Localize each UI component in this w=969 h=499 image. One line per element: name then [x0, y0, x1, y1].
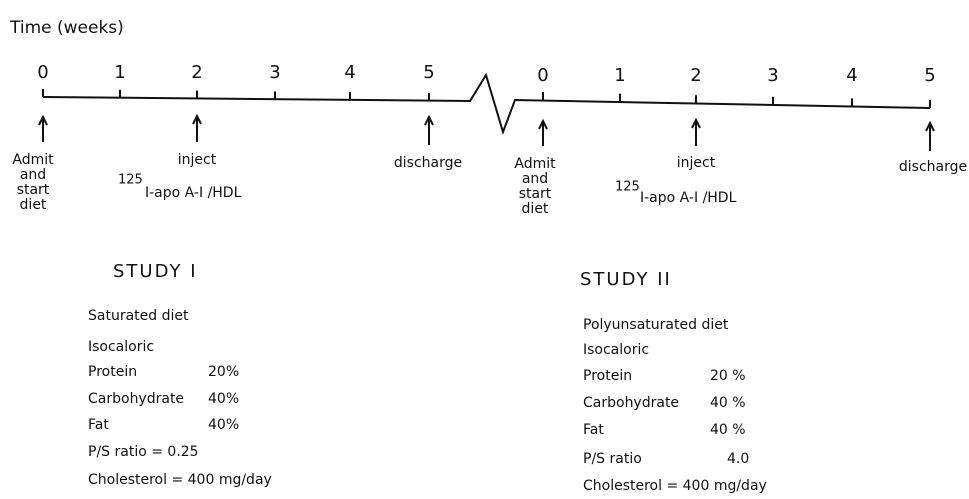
arrow-head — [424, 114, 434, 126]
tick-label: 5 — [423, 62, 434, 83]
diet-kind: Isocaloric — [583, 342, 649, 358]
admit-label: and — [20, 167, 46, 183]
admit-label: Admit — [12, 152, 54, 168]
cholesterol: Cholesterol = 400 mg/day — [88, 472, 272, 488]
tick-label: 1 — [114, 62, 125, 83]
nutrient: Fat — [583, 422, 604, 438]
diet: Saturated diet — [88, 308, 189, 324]
ps-ratio: 4.0 — [727, 451, 749, 467]
tick-label: 5 — [924, 65, 935, 86]
discharge-label: discharge — [899, 159, 967, 175]
discharge-label: discharge — [394, 155, 462, 171]
axis-label: Time (weeks) — [9, 18, 124, 38]
nutrient-share: 40% — [208, 391, 239, 407]
arrow-head — [925, 120, 935, 132]
nutrient: Carbohydrate — [88, 391, 184, 407]
tick-label: 3 — [269, 62, 280, 83]
diet: Polyunsaturated diet — [583, 317, 729, 333]
nutrient: Carbohydrate — [583, 395, 679, 411]
nutrient-share: 40% — [208, 417, 239, 433]
nutrient: Fat — [88, 417, 109, 433]
arrow-head — [192, 113, 202, 125]
arrow-head — [538, 118, 548, 130]
tick-label: 0 — [537, 65, 548, 86]
tick-label: 0 — [37, 62, 48, 83]
admit-label: diet — [522, 201, 549, 217]
admit-label: diet — [20, 197, 47, 213]
nutrient-share: 20 % — [710, 368, 746, 384]
nutrient-share: 20% — [208, 364, 239, 380]
nutrient-share: 40 % — [710, 422, 746, 438]
tick-label: 1 — [614, 65, 625, 86]
tracer: I-apo A-I /HDL — [640, 190, 737, 206]
ps-ratio: P/S ratio = 0.25 — [88, 444, 199, 460]
isotope: 125 — [118, 173, 143, 188]
admit-label: start — [17, 182, 50, 198]
study-title: STUDY II — [580, 269, 672, 290]
study-title: STUDY I — [113, 261, 198, 282]
tick-label: 4 — [846, 65, 857, 86]
tick-label: 3 — [767, 65, 778, 86]
tick-label: 2 — [690, 65, 701, 86]
arrow-head — [38, 114, 48, 126]
nutrient-share: 40 % — [710, 395, 746, 411]
nutrient: Protein — [583, 368, 632, 384]
inject-label: inject — [677, 155, 716, 171]
tick-label: 2 — [191, 62, 202, 83]
inject-label: inject — [178, 152, 217, 168]
isotope: 125 — [615, 180, 640, 195]
tracer: I-apo A-I /HDL — [145, 185, 242, 201]
timeline — [42, 72, 931, 136]
admit-label: and — [522, 171, 548, 187]
diet-kind: Isocaloric — [88, 339, 154, 355]
admit-label: start — [519, 186, 552, 202]
admit-label: Admit — [514, 156, 556, 172]
ps-ratio: P/S ratio — [583, 451, 642, 467]
arrow-head — [691, 117, 701, 129]
tick-label: 4 — [344, 62, 355, 83]
cholesterol: Cholesterol = 400 mg/day — [583, 478, 767, 494]
nutrient: Protein — [88, 364, 137, 380]
